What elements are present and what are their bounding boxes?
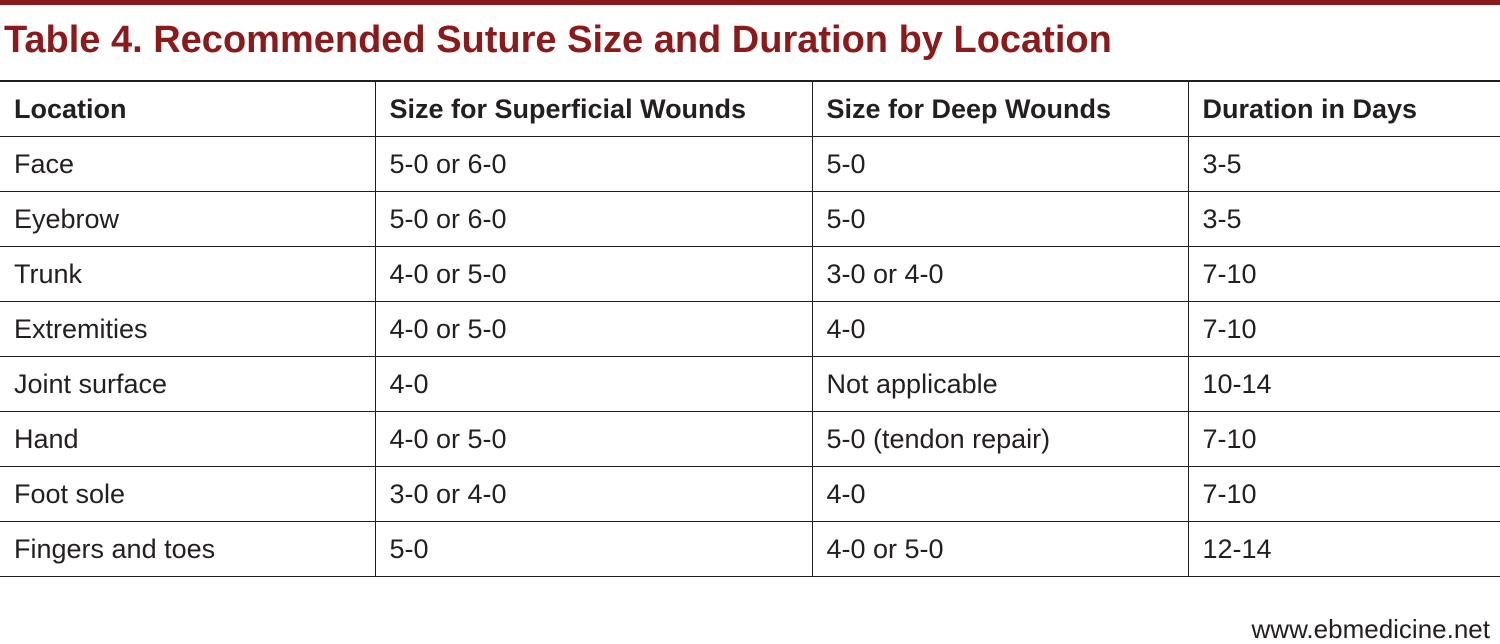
table-row: Trunk 4-0 or 5-0 3-0 or 4-0 7-10: [0, 246, 1500, 302]
table-row: Hand 4-0 or 5-0 5-0 (tendon repair) 7-10: [0, 411, 1500, 467]
cell-superficial-size: 5-0 or 6-0: [374, 191, 812, 247]
cell-deep-size: 5-0 (tendon repair): [811, 411, 1188, 467]
cell-duration: 10-14: [1187, 356, 1500, 412]
header-deep-size: Size for Deep Wounds: [811, 80, 1188, 137]
cell-duration: 3-5: [1187, 136, 1500, 192]
cell-deep-size: 5-0: [811, 136, 1188, 192]
cell-superficial-size: 4-0 or 5-0: [374, 301, 812, 357]
top-accent-rule: [0, 0, 1500, 5]
cell-location: Extremities: [0, 301, 375, 357]
header-duration: Duration in Days: [1187, 80, 1500, 137]
cell-location: Eyebrow: [0, 191, 375, 247]
table-row: Eyebrow 5-0 or 6-0 5-0 3-5: [0, 191, 1500, 247]
table-row: Extremities 4-0 or 5-0 4-0 7-10: [0, 301, 1500, 357]
cell-deep-size: 3-0 or 4-0: [811, 246, 1188, 302]
table-header-row: Location Size for Superficial Wounds Siz…: [0, 80, 1500, 137]
cell-superficial-size: 5-0: [374, 521, 812, 577]
cell-duration: 3-5: [1187, 191, 1500, 247]
cell-deep-size: 4-0: [811, 466, 1188, 522]
cell-deep-size: 5-0: [811, 191, 1188, 247]
cell-superficial-size: 4-0: [374, 356, 812, 412]
cell-deep-size: Not applicable: [811, 356, 1188, 412]
table-row: Joint surface 4-0 Not applicable 10-14: [0, 356, 1500, 412]
cell-deep-size: 4-0 or 5-0: [811, 521, 1188, 577]
cell-deep-size: 4-0: [811, 301, 1188, 357]
table-row: Fingers and toes 5-0 4-0 or 5-0 12-14: [0, 521, 1500, 577]
cell-superficial-size: 4-0 or 5-0: [374, 411, 812, 467]
suture-table: Location Size for Superficial Wounds Siz…: [0, 80, 1500, 577]
cell-location: Trunk: [0, 246, 375, 302]
cell-location: Face: [0, 136, 375, 192]
cell-superficial-size: 4-0 or 5-0: [374, 246, 812, 302]
cell-duration: 7-10: [1187, 301, 1500, 357]
table-row: Face 5-0 or 6-0 5-0 3-5: [0, 136, 1500, 192]
cell-duration: 7-10: [1187, 466, 1500, 522]
cell-location: Fingers and toes: [0, 521, 375, 577]
cell-location: Foot sole: [0, 466, 375, 522]
header-superficial-size: Size for Superficial Wounds: [374, 80, 812, 137]
source-url: www.ebmedicine.net: [1251, 614, 1490, 644]
cell-location: Hand: [0, 411, 375, 467]
cell-duration: 12-14: [1187, 521, 1500, 577]
cell-location: Joint surface: [0, 356, 375, 412]
cell-duration: 7-10: [1187, 246, 1500, 302]
cell-superficial-size: 5-0 or 6-0: [374, 136, 812, 192]
header-location: Location: [0, 80, 375, 137]
table-title: Table 4. Recommended Suture Size and Dur…: [4, 19, 1112, 61]
cell-superficial-size: 3-0 or 4-0: [374, 466, 812, 522]
cell-duration: 7-10: [1187, 411, 1500, 467]
table-row: Foot sole 3-0 or 4-0 4-0 7-10: [0, 466, 1500, 522]
